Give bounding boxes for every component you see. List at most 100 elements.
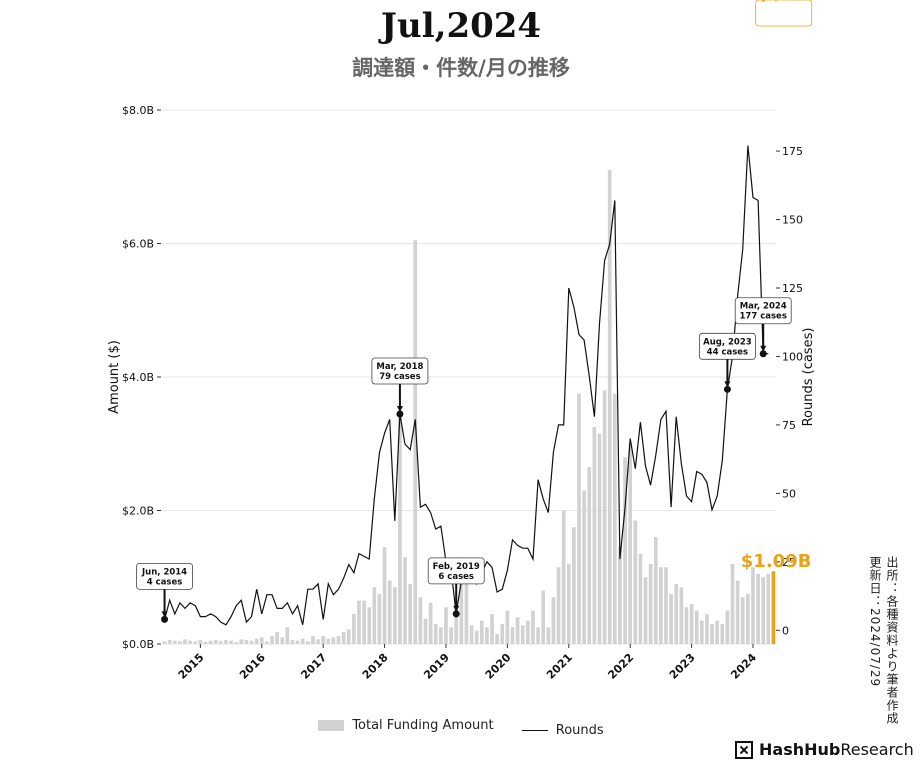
funding-bar xyxy=(602,390,607,644)
funding-bar xyxy=(326,638,331,644)
funding-bar xyxy=(469,625,474,644)
funding-bar xyxy=(623,457,627,644)
chart-subtitle: 調達額・件数/月の推移 xyxy=(352,55,570,80)
funding-bar xyxy=(479,620,484,644)
callout-value: 44 cases xyxy=(707,347,748,357)
funding-bar xyxy=(633,520,638,644)
funding-bar xyxy=(387,580,392,644)
brand-name-bold: HashHub xyxy=(759,740,841,759)
funding-bar xyxy=(459,557,464,644)
funding-bar xyxy=(249,640,254,644)
callout-arrowhead xyxy=(760,345,767,352)
funding-bar xyxy=(694,610,699,644)
funding-bar xyxy=(566,563,571,644)
funding-bar xyxy=(592,427,597,644)
funding-bar xyxy=(418,597,423,644)
callout-point xyxy=(161,615,169,623)
x-tick-label: 2019 xyxy=(421,651,452,682)
funding-bar xyxy=(229,640,233,644)
funding-bar xyxy=(515,617,520,644)
funding-bar xyxy=(316,639,320,644)
callout-value: 4 cases xyxy=(147,577,183,587)
callout-date: Aug, 2023 xyxy=(703,337,752,347)
funding-bar xyxy=(556,567,561,644)
y-right-axis-title: Rounds (cases) xyxy=(801,328,816,427)
funding-bar xyxy=(285,627,290,644)
funding-bar xyxy=(295,640,300,644)
callout-point xyxy=(759,350,767,358)
callout-value: 101 cases xyxy=(760,0,807,3)
rounds-line xyxy=(164,145,769,626)
callout-point xyxy=(452,610,460,618)
funding-bar xyxy=(720,623,725,644)
funding-bar xyxy=(643,577,648,644)
funding-bar xyxy=(398,410,402,644)
funding-bar xyxy=(188,640,192,644)
y-right-tick-label: 100 xyxy=(782,350,803,363)
latest-funding-label: $1.09B xyxy=(741,551,812,572)
funding-bar xyxy=(510,627,515,644)
callout-date: Mar, 2018 xyxy=(376,362,423,372)
funding-bar xyxy=(352,613,356,644)
x-tick-label: 2020 xyxy=(483,651,514,682)
funding-bar xyxy=(311,635,315,644)
funding-bar xyxy=(336,635,341,644)
funding-bar xyxy=(270,635,274,644)
funding-bar xyxy=(520,625,525,644)
callout-date: Feb, 2019 xyxy=(433,562,480,572)
funding-bar xyxy=(433,623,438,644)
x-tick-label: 2021 xyxy=(544,651,575,682)
funding-bar xyxy=(577,393,581,644)
funding-bar xyxy=(746,593,750,644)
y-right-tick-label: 25 xyxy=(782,556,796,569)
funding-bar xyxy=(218,641,223,644)
funding-bar xyxy=(183,639,187,644)
funding-bar xyxy=(382,547,387,644)
funding-bar xyxy=(505,610,510,644)
funding-bar xyxy=(392,587,397,644)
funding-bar xyxy=(254,638,259,644)
y-right-tick-label: 75 xyxy=(782,419,796,432)
funding-bar xyxy=(689,603,694,644)
y-left-axis-title: Amount ($) xyxy=(107,340,122,414)
funding-bar xyxy=(331,637,336,644)
funding-bar xyxy=(224,639,228,644)
funding-bar xyxy=(485,627,489,644)
legend-bar-swatch xyxy=(318,720,345,731)
funding-bar xyxy=(408,583,413,644)
funding-bar xyxy=(751,567,755,644)
funding-bar xyxy=(725,610,730,644)
x-tick-label: 2016 xyxy=(237,651,268,682)
funding-bar-latest xyxy=(771,571,776,644)
funding-bar xyxy=(561,510,566,644)
funding-bar xyxy=(490,613,494,644)
funding-bar xyxy=(500,623,505,644)
funding-bar xyxy=(198,639,203,644)
funding-bar xyxy=(669,593,673,644)
legend-bar-label: Total Funding Amount xyxy=(352,718,494,733)
callout-date: Jul, 2024 xyxy=(762,0,805,3)
funding-bar xyxy=(756,573,760,644)
funding-bar xyxy=(525,620,530,644)
funding-bar xyxy=(735,580,740,644)
funding-bar xyxy=(464,583,469,644)
y-right-tick-label: 0 xyxy=(782,624,789,637)
funding-bar xyxy=(172,640,177,644)
legend-line-swatch xyxy=(521,730,548,731)
funding-bar xyxy=(454,600,459,644)
funding-bar xyxy=(367,607,372,644)
funding-bar xyxy=(531,610,535,644)
funding-bar xyxy=(710,623,714,644)
funding-bar xyxy=(679,587,684,644)
x-tick-label: 2023 xyxy=(667,651,698,682)
funding-bar xyxy=(423,618,428,644)
source-note: 出所：各種資料より筆者作成 更新日：2024/07/29 xyxy=(866,556,900,725)
funding-bar xyxy=(612,393,617,644)
funding-bar xyxy=(428,602,433,644)
funding-bar xyxy=(346,629,351,644)
funding-bar xyxy=(244,639,249,644)
brand-name-regular: Research xyxy=(840,740,914,759)
funding-bar xyxy=(597,433,602,644)
funding-bar xyxy=(357,600,361,644)
